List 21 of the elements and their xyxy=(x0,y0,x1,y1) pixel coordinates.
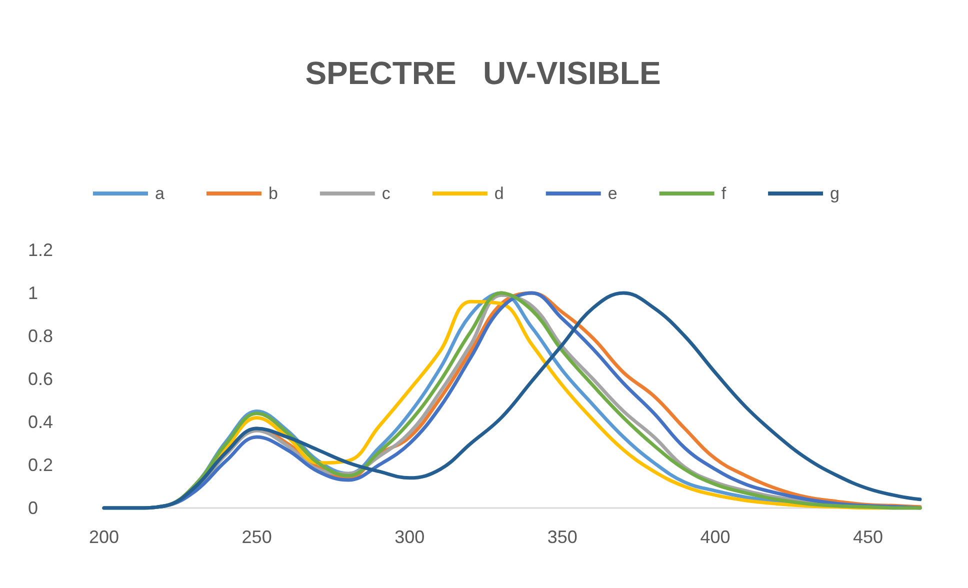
y-tick-label: 0 xyxy=(28,498,38,518)
x-tick-label: 350 xyxy=(547,527,578,547)
x-tick-label: 200 xyxy=(88,527,120,547)
y-tick-label: 0.8 xyxy=(28,326,54,346)
legend-label: c xyxy=(382,184,391,203)
legend-label: f xyxy=(721,184,726,203)
y-tick-label: 0.4 xyxy=(28,412,54,432)
y-tick-label: 1 xyxy=(28,283,38,303)
x-tick-label: 250 xyxy=(242,527,272,547)
y-tick-label: 1.2 xyxy=(28,240,54,260)
y-tick-label: 0.6 xyxy=(28,369,54,389)
x-tick-label: 450 xyxy=(853,527,884,547)
x-tick-label: 300 xyxy=(394,527,425,547)
y-tick-label: 0.2 xyxy=(28,455,54,475)
legend-label: d xyxy=(494,184,504,203)
legend-label: b xyxy=(268,184,278,203)
x-tick-label: 400 xyxy=(700,527,730,547)
chart-title: SPECTRE UV-VISIBLE xyxy=(305,55,661,91)
legend-label: e xyxy=(608,184,618,203)
legend-label: g xyxy=(830,184,840,203)
legend-label: a xyxy=(155,184,165,203)
